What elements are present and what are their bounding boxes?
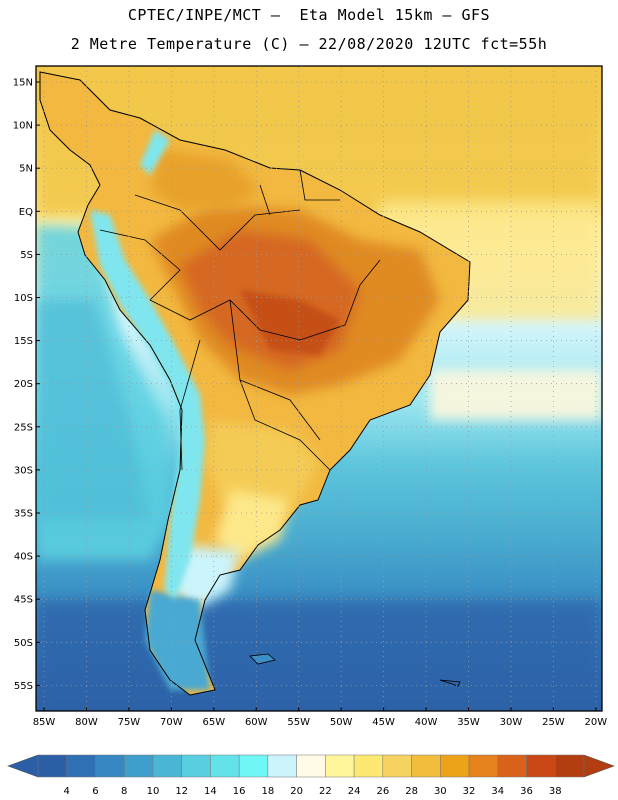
legend-value-label: 6 [92, 786, 98, 797]
lat-tick-label: 15S [14, 336, 33, 347]
legend-value-label: 20 [290, 786, 303, 797]
legend-swatch [66, 754, 96, 778]
lat-tick-label: 10S [14, 293, 33, 304]
title-line-field: 2 Metre Temperature (C) – 22/08/2020 12U… [70, 35, 548, 53]
lon-tick-label: 70W [160, 717, 183, 728]
lon-tick-label: 85W [33, 717, 56, 728]
legend-value-label: 12 [175, 786, 188, 797]
legend-swatch [555, 754, 585, 778]
legend-swatch [497, 754, 527, 778]
lat-tick-label: 50S [14, 638, 33, 649]
lon-tick-label: 50W [330, 717, 353, 728]
legend-value-label: 26 [376, 786, 389, 797]
legend-value-label: 30 [434, 786, 447, 797]
color-legend: 4 6 8 10 12 14 16 18 20 22 24 26 28 30 32 34 36 38 [7, 754, 615, 797]
legend-value-label: 8 [121, 786, 127, 797]
lat-tick-label: 45S [14, 595, 33, 606]
lat-tick-label: 40S [14, 552, 33, 563]
lat-tick-label: 35S [14, 509, 33, 520]
legend-swatch [210, 754, 240, 778]
legend-swatch [181, 754, 211, 778]
legend-swatch [468, 754, 499, 778]
lat-tick-label: 20S [14, 379, 33, 390]
legend-value-label: 4 [64, 786, 70, 797]
legend-swatch [238, 754, 269, 778]
lon-tick-label: 80W [75, 717, 98, 728]
legend-value-label: 24 [348, 786, 361, 797]
legend-swatch [440, 754, 470, 778]
lon-tick-label: 55W [287, 717, 310, 728]
country-borders [99, 169, 381, 471]
lat-tick-label: 55S [14, 681, 33, 692]
legend-value-label: 14 [204, 786, 217, 797]
legend-arrow-low [7, 754, 39, 778]
title-line-model: CPTEC/INPE/MCT – Eta Model 15km – GFS [127, 6, 491, 24]
lat-tick-label: EQ [19, 207, 33, 218]
longitude-axis: 85W 80W 75W 70W 65W 60W 55W 50W 45W 40W 35W 30W 25W 2… [33, 707, 608, 728]
legend-swatch [353, 754, 384, 778]
legend-value-label: 32 [463, 786, 476, 797]
legend-swatch [411, 754, 441, 778]
lat-tick-label: 15N [13, 78, 33, 89]
legend-arrow-high [583, 754, 615, 778]
lon-tick-label: 20W [585, 717, 608, 728]
legend-value-label: 38 [549, 786, 562, 797]
map-frame [35, 65, 603, 712]
legend-swatch [123, 754, 154, 778]
lon-tick-label: 45W [372, 717, 395, 728]
legend-swatch [267, 754, 297, 778]
legend-value-label: 34 [491, 786, 504, 797]
lat-tick-label: 25S [14, 422, 33, 433]
lon-tick-label: 30W [500, 717, 523, 728]
lon-tick-label: 35W [457, 717, 480, 728]
lon-tick-label: 60W [245, 717, 268, 728]
lat-tick-label: 5N [19, 164, 33, 175]
legend-swatch [526, 754, 556, 778]
legend-value-label: 28 [405, 786, 418, 797]
legend-swatch [325, 754, 355, 778]
lat-tick-label: 30S [14, 465, 33, 476]
legend-swatch [382, 754, 412, 778]
lon-tick-label: 25W [542, 717, 565, 728]
latitude-axis: 15N 10N 5N EQ 5S 10S 15S 20S 25S 30S 35S 40S 45S 50S 5… [13, 78, 40, 692]
lat-tick-label: 10N [13, 121, 33, 132]
coastline [39, 71, 471, 696]
legend-swatch [95, 754, 125, 778]
legend-value-label: 36 [520, 786, 533, 797]
temperature-field [36, 66, 602, 711]
lon-tick-label: 75W [118, 717, 141, 728]
legend-swatch [152, 754, 182, 778]
lon-tick-label: 40W [415, 717, 438, 728]
legend-swatch [296, 754, 326, 778]
lat-tick-label: 5S [20, 250, 33, 261]
legend-swatch [37, 754, 67, 778]
legend-value-label: 10 [147, 786, 160, 797]
lon-tick-label: 65W [202, 717, 225, 728]
legend-value-label: 22 [319, 786, 332, 797]
legend-value-label: 18 [262, 786, 275, 797]
legend-value-label: 16 [233, 786, 246, 797]
